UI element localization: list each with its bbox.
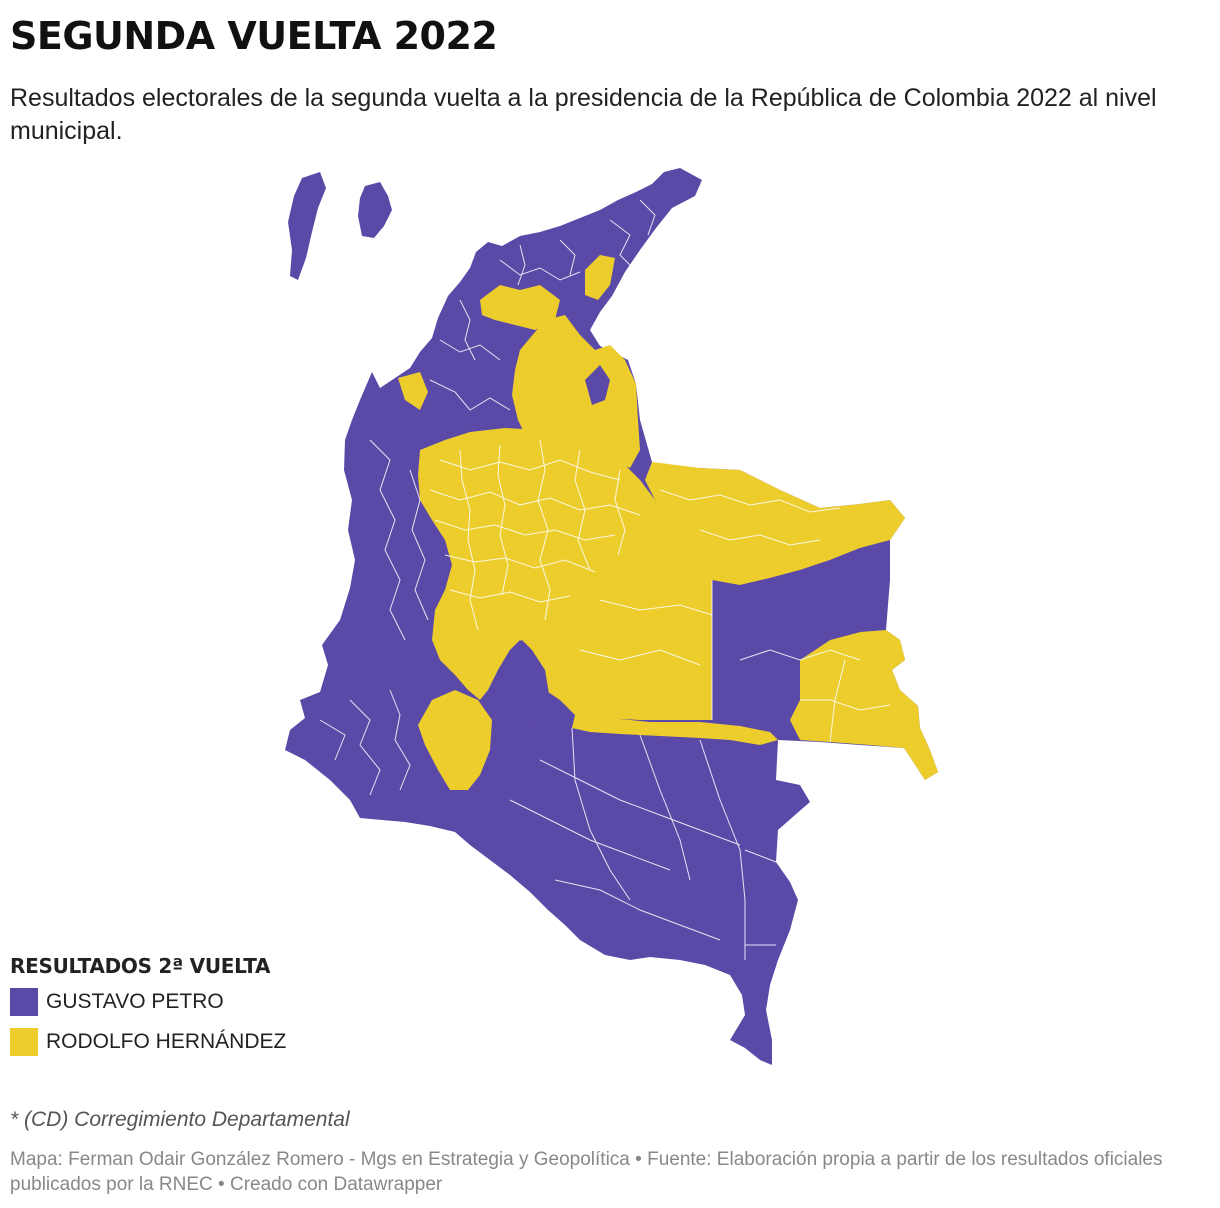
footnote: * (CD) Corregimiento Departamental — [10, 1108, 350, 1131]
region-tolima-petro[interactable] — [495, 640, 550, 730]
region-caribbean-pockets[interactable] — [480, 285, 560, 330]
legend-label-petro: GUSTAVO PETRO — [46, 990, 224, 1013]
municipal-borders — [319, 199, 891, 960]
region-vichada-east[interactable] — [790, 630, 938, 780]
region-santander-north[interactable] — [512, 315, 640, 468]
map-legend: RESULTADOS 2ª VUELTA GUSTAVO PETRO RODOL… — [10, 954, 286, 1068]
region-guaviare-petro[interactable] — [712, 548, 886, 700]
region-llanos-north[interactable] — [645, 462, 905, 585]
legend-label-hernandez: RODOLFO HERNÁNDEZ — [46, 1030, 287, 1053]
source-credit: Mapa: Ferman Odair González Romero - Mgs… — [10, 1149, 1163, 1195]
island-providencia[interactable] — [358, 182, 392, 238]
region-uraba-pocket[interactable] — [398, 372, 428, 410]
chart-title: SEGUNDA VUELTA 2022 — [10, 14, 498, 58]
legend-item-petro: GUSTAVO PETRO — [10, 988, 286, 1016]
region-andean-east[interactable] — [418, 428, 712, 720]
island-san-andres[interactable] — [288, 172, 326, 280]
region-meta-south[interactable] — [572, 715, 778, 745]
colombia-map — [0, 160, 1220, 1080]
legend-swatch-petro — [10, 988, 38, 1016]
region-boyaca-petro[interactable] — [585, 365, 610, 405]
map-svg — [285, 168, 938, 1065]
region-cesar-strip[interactable] — [585, 255, 615, 300]
region-huila-south[interactable] — [418, 690, 492, 790]
legend-title: RESULTADOS 2ª VUELTA — [10, 954, 271, 978]
legend-item-hernandez: RODOLFO HERNÁNDEZ — [10, 1028, 286, 1056]
chart-subtitle: Resultados electorales de la segunda vue… — [10, 84, 1157, 145]
legend-swatch-hernandez — [10, 1028, 38, 1056]
